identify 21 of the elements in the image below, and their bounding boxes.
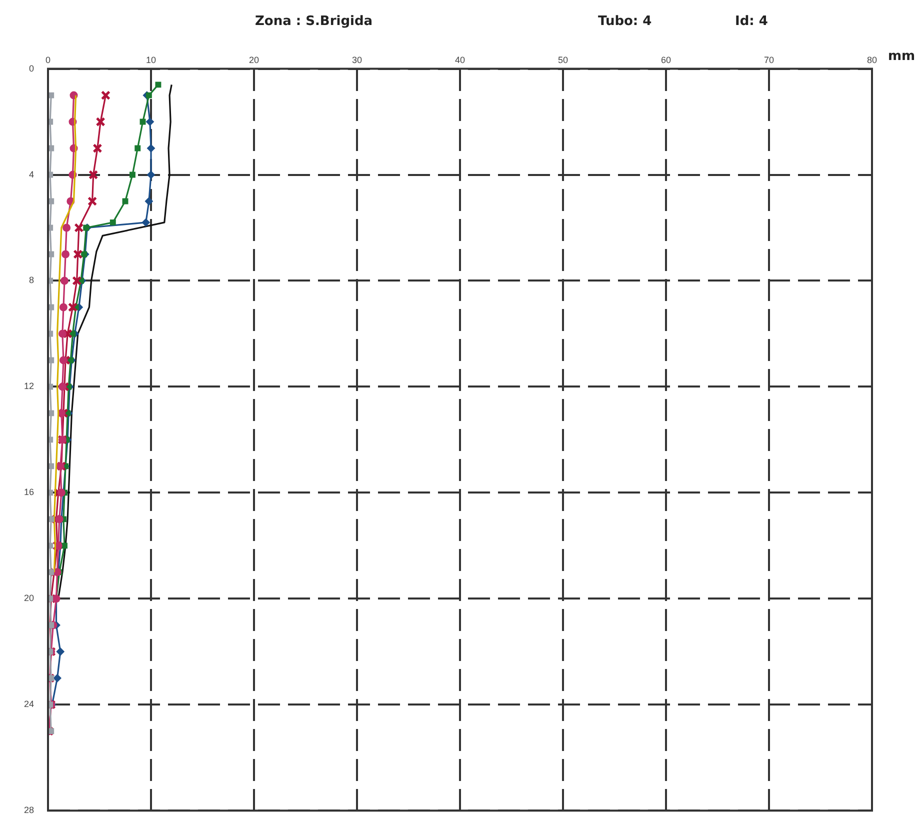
text: Tubo: 4	[598, 14, 652, 29]
x-tick-label: 70	[764, 54, 774, 65]
x-tick-label: 0	[46, 54, 51, 65]
y-tick-label: 24	[24, 699, 34, 710]
y-tick-label: 28	[24, 805, 34, 816]
x-tick-label: 60	[660, 54, 672, 65]
x-axis-title: mm	[888, 49, 916, 64]
x-tick-label: 20	[249, 54, 260, 65]
y-tick-label: 4	[28, 169, 34, 180]
x-tick-label: 10	[146, 54, 156, 65]
x-tick-label: 80	[866, 54, 878, 65]
x-tick-label: 40	[455, 54, 466, 65]
chart-title: Zona : S.Brigida	[255, 14, 373, 29]
x-tick-label: 30	[352, 54, 362, 65]
y-tick-label: 12	[24, 381, 34, 392]
y-tick-label: 16	[24, 487, 34, 498]
text: Id: 4	[735, 14, 768, 29]
y-tick-label: 0	[28, 63, 34, 74]
y-tick-label: 20	[24, 593, 34, 604]
y-tick-label: 8	[28, 275, 34, 286]
x-tick-label: 50	[558, 54, 568, 65]
